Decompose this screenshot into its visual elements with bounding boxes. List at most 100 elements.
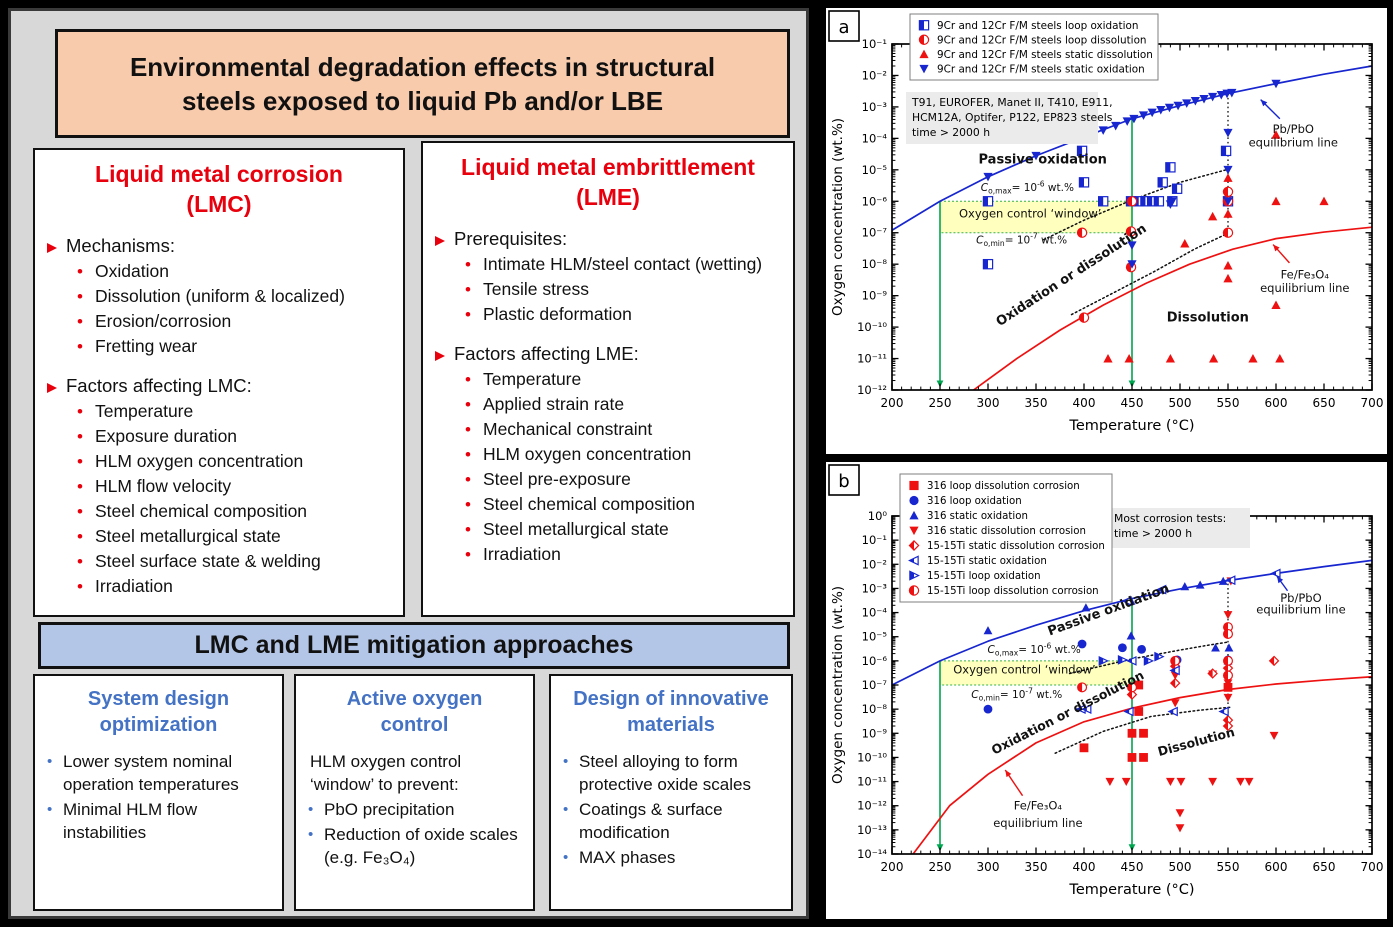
x-tick-label: 300 — [977, 396, 1000, 410]
section-heading-label: Factors affecting LME: — [454, 343, 639, 364]
legend: 316 loop dissolution corrosion 316 loop o… — [899, 473, 1113, 603]
x-tick-label: 650 — [1313, 860, 1336, 874]
lmc-title: Liquid metal corrosion (LMC) — [35, 159, 403, 219]
list-item: • PbO precipitation — [304, 798, 529, 821]
dot-bullet-icon: • — [77, 527, 83, 546]
y-tick-label: 10⁻⁹ — [862, 726, 888, 740]
topic-section: Factors affecting LME: • Temperature • Appli… — [423, 343, 793, 567]
legend-item: 15-15Ti loop oxidation — [909, 570, 1041, 582]
annotation-arrow — [1276, 575, 1289, 592]
bullet-list: • Temperature • Exposure duration • HLM oxyge… — [35, 399, 403, 599]
x-tick-label: 550 — [1217, 396, 1240, 410]
dot-bullet-icon: • — [47, 801, 53, 818]
list-item-label: Tensile stress — [483, 279, 590, 299]
topic-section: Mechanisms: • Oxidation • Dissolution (unifo… — [35, 235, 403, 359]
y-tick-label: 10⁻⁹ — [862, 289, 888, 303]
dot-bullet-icon: • — [465, 280, 471, 299]
x-tick-label: 450 — [1121, 860, 1144, 874]
dot-bullet-icon: • — [77, 337, 83, 356]
x-tick-label: 200 — [881, 860, 904, 874]
arrow-bullet-icon — [47, 243, 57, 253]
mitigation-box-innovative-materials: Design of innovative materials • Steel allo… — [549, 674, 793, 911]
dot-bullet-icon: • — [77, 402, 83, 421]
legend-item-label: 15-15Ti loop dissolution corrosion — [927, 586, 1099, 597]
note-line: Most corrosion tests: — [1114, 512, 1226, 525]
axes: 200 250 300 350 400 450 500 550 600 650 700 10⁻¹⁴ 10… — [830, 509, 1383, 898]
bullet-list: • Lower system nominal operation temperat… — [43, 750, 278, 844]
note-line: HCM12A, Optifer, P122, EP823 steels — [912, 111, 1113, 124]
list-item-label: Dissolution (uniform & localized) — [95, 286, 345, 306]
section-heading-label: Mechanisms: — [66, 235, 175, 256]
y-tick-label: 10⁻¹² — [857, 383, 887, 397]
lme-title: Liquid metal embrittlement (LME) — [423, 152, 793, 212]
series-15-15ti-static-oxidation — [1075, 568, 1281, 717]
section-heading: Factors affecting LME: — [435, 343, 793, 365]
dot-bullet-icon: • — [465, 520, 471, 539]
annotation-arrow — [1272, 244, 1290, 264]
y-tick-label: 10⁻² — [862, 68, 887, 82]
list-item: • HLM flow velocity — [77, 474, 395, 499]
legend-item: 9Cr and 12Cr F/M steels loop oxidation — [918, 20, 1138, 32]
list-item: • Erosion/corrosion — [77, 309, 395, 334]
x-tick-label: 250 — [929, 860, 952, 874]
x-tick-label: 550 — [1217, 860, 1240, 874]
slide-title-box: Environmental degradation effects in str… — [55, 29, 790, 138]
list-item: • MAX phases — [559, 846, 787, 869]
series-15-15ti-static-dissolution-corrosion — [1126, 655, 1280, 732]
annotation-label: Dissolution — [1156, 724, 1236, 759]
list-item-label: Coatings & surface modification — [579, 800, 723, 842]
legend-item: 9Cr and 12Cr F/M steels static oxidation — [919, 63, 1145, 75]
list-item-label: Intimate HLM/steel contact (wetting) — [483, 254, 763, 274]
list-item-label: Steel metallurgical state — [483, 519, 669, 539]
list-item-label: Irradiation — [95, 576, 173, 596]
summary-slide: Environmental degradation effects in str… — [8, 8, 809, 919]
annotation-label: Oxygen control ‘window’ — [959, 207, 1101, 221]
lmc-sections: Mechanisms: • Oxidation • Dissolution (unifo… — [35, 235, 403, 599]
x-tick-label: 500 — [1169, 396, 1192, 410]
panel-letter-label: b — [838, 471, 849, 492]
arrow-bullet-icon — [47, 383, 57, 393]
y-tick-label: 10⁻⁸ — [862, 702, 888, 716]
arrow-bullet-icon — [435, 236, 445, 246]
annotation-arrow — [1260, 99, 1281, 120]
legend-item-label: 15-15Ti static oxidation — [927, 556, 1047, 567]
mitigation-header-label: LMC and LME mitigation approaches — [194, 631, 634, 659]
list-item-label: Steel chemical composition — [95, 501, 308, 521]
list-item: • Steel metallurgical state — [465, 517, 785, 542]
list-item: • Irradiation — [77, 574, 395, 599]
list-item: • Minimal HLM flow instabilities — [43, 798, 278, 844]
topic-section: Prerequisites: • Intimate HLM/steel contac… — [423, 228, 793, 327]
list-item-label: HLM oxygen concentration — [95, 451, 304, 471]
annotation-arrow — [1004, 769, 1024, 797]
panel-letter-label: a — [838, 17, 849, 38]
bullet-list: • Oxidation • Dissolution (uniform & locali… — [35, 259, 403, 359]
note-line: T91, EUROFER, Manet II, T410, E911, — [911, 96, 1113, 109]
series-9cr-and-12cr-f-m-steels-static-dissolution — [1103, 130, 1329, 363]
mitigation-box-title-line: Design of innovative — [573, 688, 769, 710]
list-item: • Coatings & surface modification — [559, 798, 787, 844]
y-tick-label: 10⁻³ — [862, 100, 888, 114]
arrow-bullet-icon — [435, 351, 445, 361]
y-axis-title: Oxygen concentration (wt.%) — [830, 586, 846, 784]
list-item: • Steel alloying to form protective oxide… — [559, 750, 787, 796]
annotation-label: Dissolution — [1167, 311, 1249, 326]
legend-item: 9Cr and 12Cr F/M steels loop dissolution — [918, 34, 1147, 46]
note-line: time > 2000 h — [912, 126, 990, 139]
dot-bullet-icon: • — [563, 753, 569, 770]
y-tick-label: 10⁻³ — [862, 581, 888, 595]
dot-bullet-icon: • — [465, 395, 471, 414]
list-item: • Temperature — [465, 367, 785, 392]
list-item-label: Fretting wear — [95, 336, 198, 356]
list-item: • Tensile stress — [465, 277, 785, 302]
dot-bullet-icon: • — [465, 470, 471, 489]
lme-title-line: (LME) — [576, 184, 640, 210]
list-item-label: MAX phases — [579, 848, 676, 867]
list-item-label: Irradiation — [483, 544, 561, 564]
dot-bullet-icon: • — [465, 255, 471, 274]
dot-bullet-icon: • — [77, 477, 83, 496]
note-box: T91, EUROFER, Manet II, T410, E911, HCM12… — [906, 92, 1113, 144]
chart-panel-a: Passive oxidation Co,max= 10-6 wt.% Oxygen… — [826, 8, 1387, 454]
x-tick-label: 350 — [1025, 860, 1048, 874]
section-heading: Prerequisites: — [435, 228, 793, 250]
legend-item: 9Cr and 12Cr F/M steels static dissoluti… — [919, 49, 1153, 61]
